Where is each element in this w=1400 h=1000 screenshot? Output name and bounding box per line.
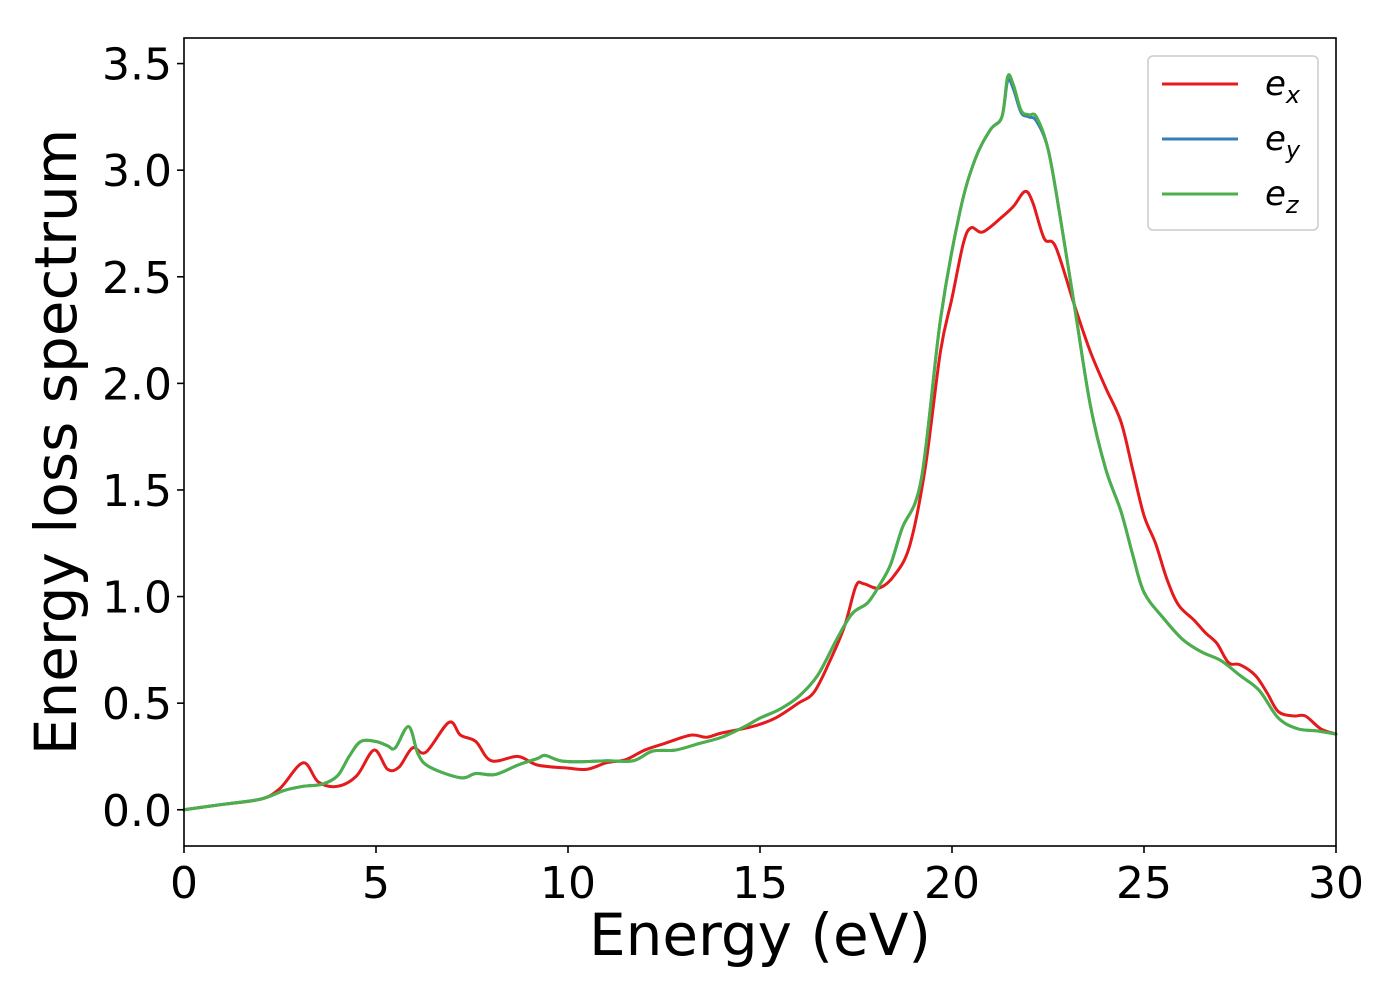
x-axis: 0 5 10 15 20 25 30 xyxy=(170,846,1364,909)
legend-box xyxy=(1147,55,1319,231)
y-axis-label: Energy loss spectrum xyxy=(22,129,90,755)
legend-label-z: ez xyxy=(1265,174,1300,219)
y-tick-label: 0.0 xyxy=(102,786,172,837)
x-axis-label: Energy (eV) xyxy=(589,901,931,969)
series-line-e-z xyxy=(182,73,1338,812)
y-tick-label: 1.0 xyxy=(102,573,172,624)
x-tick-label: 15 xyxy=(732,858,788,909)
series-layer xyxy=(182,73,1338,812)
x-tick-label: 10 xyxy=(540,858,596,909)
x-tick-label: 25 xyxy=(1116,858,1172,909)
legend: ex ey ez xyxy=(1147,55,1319,231)
series-line-e-x xyxy=(182,189,1338,812)
x-tick-label: 30 xyxy=(1308,858,1364,909)
y-tick-label: 2.5 xyxy=(102,253,172,304)
x-tick-label: 5 xyxy=(362,858,390,909)
y-tick-label: 2.0 xyxy=(102,359,172,410)
x-tick-label: 0 xyxy=(170,858,198,909)
legend-label-x: ex xyxy=(1265,64,1301,109)
x-tick-label: 20 xyxy=(924,858,980,909)
y-tick-label: 3.0 xyxy=(102,146,172,197)
legend-label-y: ey xyxy=(1265,119,1301,164)
y-tick-label: 0.5 xyxy=(102,679,172,730)
y-axis: 0.0 0.5 1.0 1.5 2.0 2.5 3.0 3.5 xyxy=(102,40,184,837)
y-tick-label: 1.5 xyxy=(102,466,172,517)
y-tick-label: 3.5 xyxy=(102,40,172,91)
